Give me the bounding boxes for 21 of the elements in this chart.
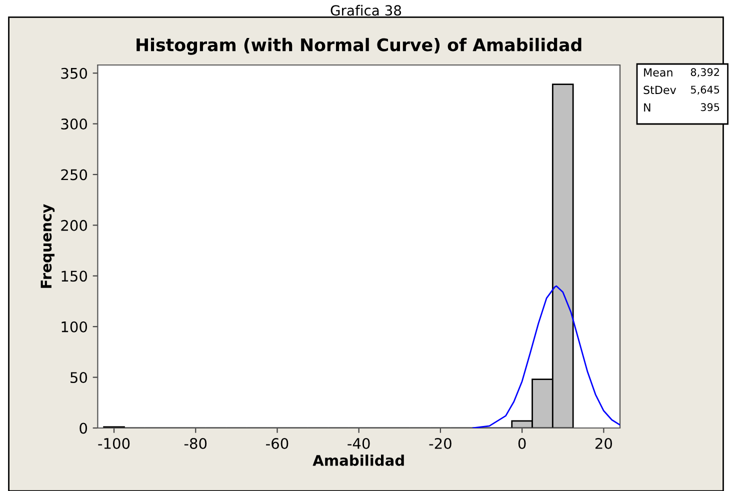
text: Mean 8,392 StDev 5,645 N 395 <box>644 68 720 112</box>
chart-title: Histogram (with Normal Curve) of Amabilidad <box>136 38 582 55</box>
y-tick-label: 300 <box>61 118 88 130</box>
text: Grafica 38 <box>330 4 402 16</box>
x-tick-label: -60 <box>266 438 288 450</box>
x-tick-label: -80 <box>184 438 207 450</box>
y-tick-label: 200 <box>61 220 88 231</box>
x-tick-label: 20 <box>595 438 612 450</box>
y-tick-label: 50 <box>70 372 88 384</box>
x-tick-label: -100 <box>98 438 130 450</box>
x-axis-title: Amabilidad <box>312 454 404 466</box>
y-tick-label: 0 <box>80 422 88 434</box>
y-tick-label: 350 <box>61 68 88 79</box>
x-tick-label: -40 <box>348 438 370 450</box>
line-series <box>472 285 620 428</box>
y-tick-label: 150 <box>62 270 88 282</box>
y-tick-label: 100 <box>62 321 88 332</box>
x-tick-label: 0 <box>518 438 526 450</box>
y-tick-label: 250 <box>61 169 88 180</box>
x-tick-label: -20 <box>429 438 452 450</box>
y-axis-title: Frequency <box>40 204 55 288</box>
